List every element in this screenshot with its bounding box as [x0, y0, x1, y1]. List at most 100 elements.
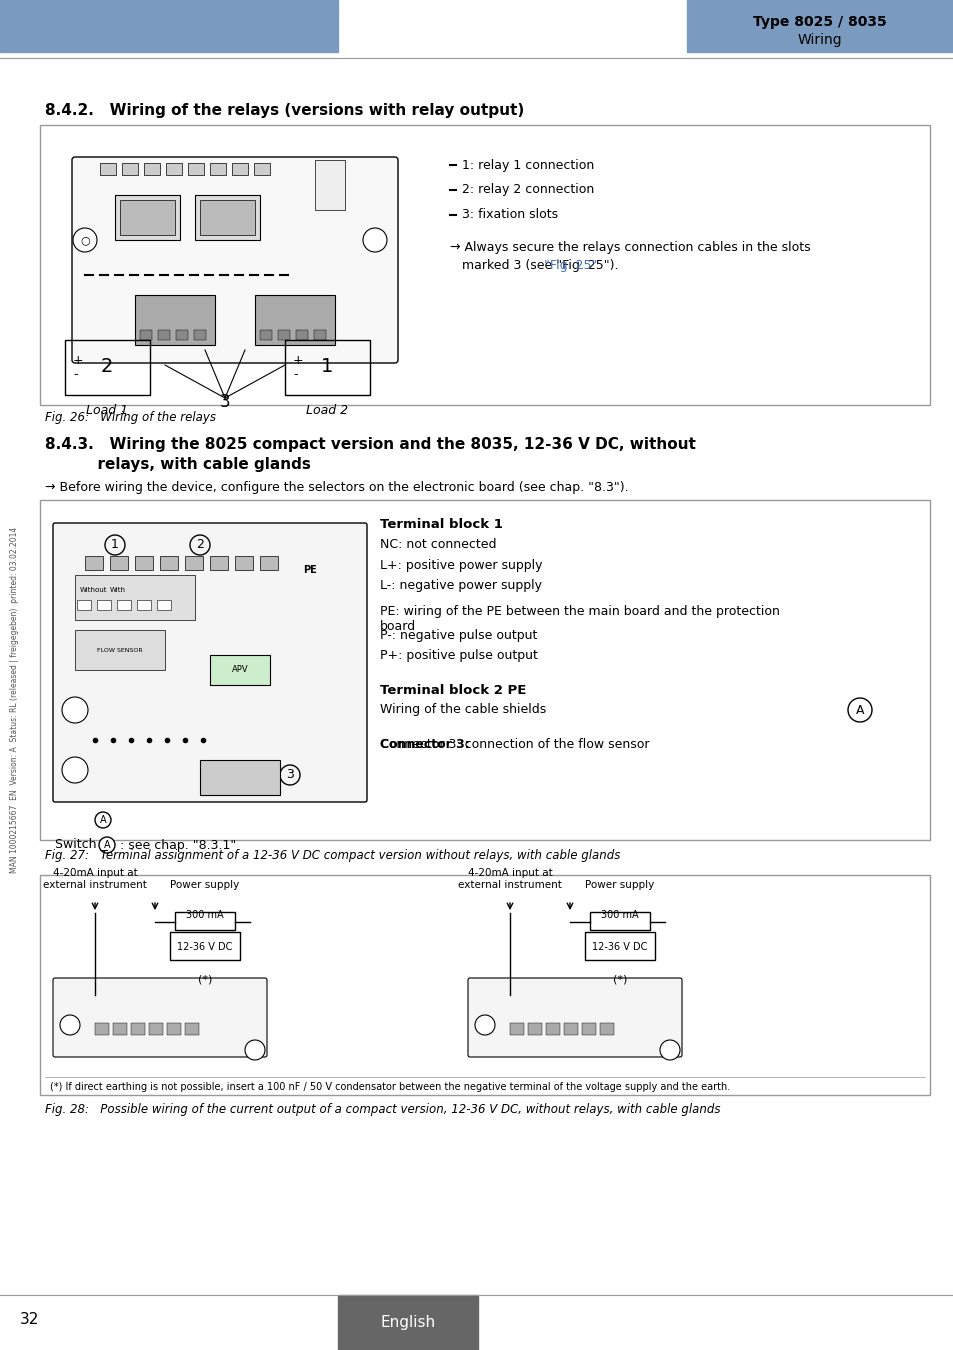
- Bar: [160, 556, 178, 570]
- Text: (*): (*): [612, 975, 626, 985]
- Text: Power supply: Power supply: [585, 880, 654, 890]
- Bar: [510, 1023, 523, 1035]
- Text: Switch: Switch: [55, 838, 100, 852]
- Text: Fig. 26:   Wiring of the relays: Fig. 26: Wiring of the relays: [45, 412, 215, 424]
- Bar: [0, 0, 337, 53]
- Text: English: English: [380, 1315, 436, 1331]
- Bar: [234, 556, 253, 570]
- FancyBboxPatch shape: [53, 977, 267, 1057]
- Bar: [65, 340, 150, 396]
- Bar: [563, 1023, 578, 1035]
- FancyBboxPatch shape: [468, 977, 681, 1057]
- Circle shape: [62, 757, 88, 783]
- Bar: [584, 931, 655, 960]
- Bar: [97, 599, 111, 610]
- Circle shape: [60, 1015, 80, 1035]
- Bar: [527, 1023, 541, 1035]
- Bar: [193, 329, 206, 340]
- Text: 12-36 V DC: 12-36 V DC: [592, 942, 647, 952]
- Bar: [185, 556, 203, 570]
- Bar: [75, 630, 165, 670]
- Bar: [100, 163, 116, 176]
- Circle shape: [95, 811, 111, 828]
- Bar: [40, 126, 929, 405]
- Bar: [260, 329, 272, 340]
- Text: 3: fixation slots: 3: fixation slots: [461, 208, 558, 221]
- Text: FLOW SENSOR: FLOW SENSOR: [97, 648, 143, 652]
- Bar: [194, 194, 260, 240]
- Bar: [200, 200, 254, 235]
- Bar: [112, 1023, 127, 1035]
- Bar: [40, 500, 929, 840]
- Text: (*): (*): [197, 975, 212, 985]
- Bar: [210, 556, 228, 570]
- Text: "Fig. 25": "Fig. 25": [543, 258, 597, 271]
- Bar: [131, 1023, 145, 1035]
- Text: 2: 2: [101, 358, 113, 377]
- Text: 8.4.3.   Wiring the 8025 compact version and the 8035, 12-36 V DC, without: 8.4.3. Wiring the 8025 compact version a…: [45, 437, 695, 452]
- Text: A: A: [104, 840, 111, 850]
- Bar: [254, 296, 335, 346]
- Text: A: A: [99, 815, 106, 825]
- Text: P+: positive pulse output: P+: positive pulse output: [379, 648, 537, 662]
- Text: Wiring: Wiring: [797, 32, 841, 47]
- Text: APV: APV: [232, 666, 248, 675]
- Text: Load 2: Load 2: [306, 404, 348, 417]
- Text: Fig. 28:   Possible wiring of the current output of a compact version, 12-36 V D: Fig. 28: Possible wiring of the current …: [45, 1103, 720, 1116]
- Bar: [253, 163, 270, 176]
- Bar: [285, 340, 370, 396]
- Text: Terminal block 1: Terminal block 1: [379, 518, 502, 532]
- Text: 32: 32: [20, 1312, 40, 1327]
- Bar: [135, 296, 214, 346]
- Circle shape: [73, 228, 97, 252]
- Bar: [210, 655, 270, 684]
- Circle shape: [847, 698, 871, 722]
- Text: MAN 1000215667  EN  Version: A  Status: RL (released | freigegeben)  printed: 03: MAN 1000215667 EN Version: A Status: RL …: [10, 526, 19, 873]
- Text: PE: wiring of the PE between the main board and the protection
board: PE: wiring of the PE between the main bo…: [379, 605, 779, 633]
- Bar: [40, 875, 929, 1095]
- Circle shape: [659, 1040, 679, 1060]
- Text: Connector 3:: Connector 3:: [379, 738, 469, 752]
- Circle shape: [363, 228, 387, 252]
- Bar: [149, 1023, 163, 1035]
- Bar: [158, 329, 170, 340]
- Text: : see chap. "8.3.1": : see chap. "8.3.1": [120, 838, 236, 852]
- Text: 1: 1: [111, 539, 119, 552]
- Text: → Always secure the relays connection cables in the slots: → Always secure the relays connection ca…: [450, 242, 810, 255]
- Bar: [167, 1023, 181, 1035]
- Bar: [85, 556, 103, 570]
- Bar: [188, 163, 204, 176]
- Text: 300 mA: 300 mA: [186, 910, 224, 919]
- Text: 1: 1: [320, 358, 333, 377]
- Text: Wiring of the cable shields: Wiring of the cable shields: [379, 703, 546, 717]
- Circle shape: [475, 1015, 495, 1035]
- Text: -: -: [73, 369, 77, 382]
- Bar: [135, 556, 152, 570]
- Bar: [686, 0, 953, 53]
- Bar: [117, 599, 131, 610]
- Text: ○: ○: [80, 235, 90, 244]
- Text: Load 1: Load 1: [86, 404, 128, 417]
- Bar: [185, 1023, 199, 1035]
- Circle shape: [62, 697, 88, 724]
- Bar: [295, 329, 308, 340]
- Circle shape: [99, 837, 115, 853]
- Bar: [314, 329, 326, 340]
- Text: 2: relay 2 connection: 2: relay 2 connection: [461, 184, 594, 197]
- FancyBboxPatch shape: [53, 522, 367, 802]
- Bar: [144, 163, 160, 176]
- Text: 12-36 V DC: 12-36 V DC: [177, 942, 233, 952]
- Bar: [581, 1023, 596, 1035]
- Bar: [166, 163, 182, 176]
- Text: Type 8025 / 8035: Type 8025 / 8035: [752, 15, 886, 28]
- Text: FLUID CONTROL SYSTEMS: FLUID CONTROL SYSTEMS: [125, 40, 214, 47]
- Text: 1: relay 1 connection: 1: relay 1 connection: [461, 158, 594, 171]
- Text: Connector 3: connection of the flow sensor: Connector 3: connection of the flow sens…: [379, 738, 649, 752]
- Bar: [157, 599, 171, 610]
- Text: relays, with cable glands: relays, with cable glands: [45, 458, 311, 472]
- Text: 4-20mA input at
external instrument: 4-20mA input at external instrument: [43, 868, 147, 890]
- Text: 2: 2: [196, 539, 204, 552]
- Bar: [232, 163, 248, 176]
- Text: 3: 3: [219, 393, 230, 410]
- Bar: [120, 200, 174, 235]
